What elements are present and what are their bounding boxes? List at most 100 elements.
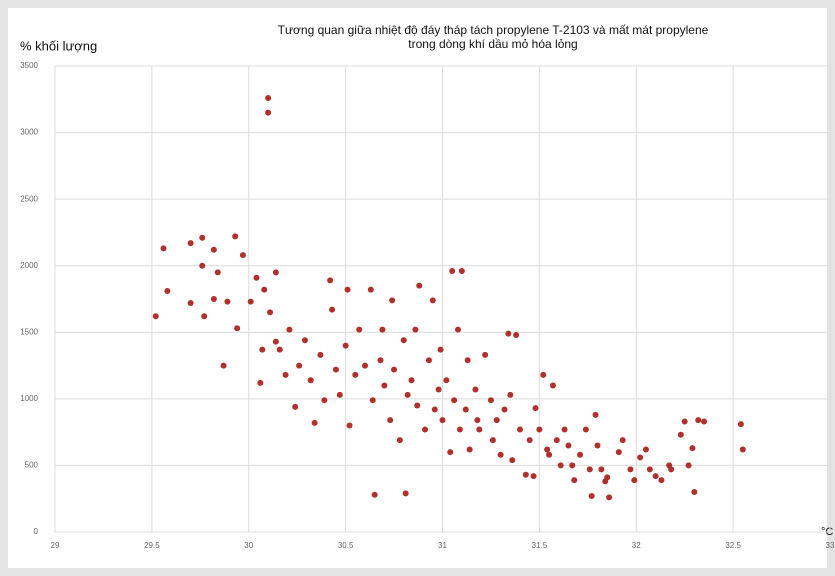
point [482, 351, 489, 358]
point [396, 437, 403, 444]
point [210, 246, 217, 253]
point [239, 252, 246, 259]
point [307, 377, 314, 384]
point [501, 406, 508, 413]
point [540, 371, 547, 378]
point [160, 245, 167, 252]
point [321, 397, 328, 404]
point [458, 268, 465, 275]
point [582, 426, 589, 433]
point [652, 473, 659, 480]
point [272, 338, 279, 345]
point [569, 462, 576, 469]
point [549, 382, 556, 389]
point [449, 268, 456, 275]
y-tick-label: 3500 [20, 61, 38, 70]
point [362, 362, 368, 369]
y-tick-label: 500 [25, 461, 39, 470]
point [571, 477, 578, 484]
point [247, 298, 254, 305]
point [425, 357, 432, 364]
point [389, 297, 396, 304]
point [408, 377, 415, 384]
point [311, 419, 318, 426]
point [681, 418, 688, 425]
point [429, 297, 436, 304]
point [435, 386, 442, 393]
point [232, 233, 239, 240]
point [272, 269, 279, 276]
point [530, 473, 537, 480]
x-tick-label: 29 [51, 541, 60, 550]
point [594, 442, 601, 449]
point [327, 277, 334, 284]
point [592, 411, 599, 418]
point [507, 391, 514, 398]
point [505, 330, 512, 337]
point [497, 451, 504, 458]
point [619, 437, 626, 444]
point [677, 431, 684, 438]
point [187, 240, 194, 247]
point [261, 286, 268, 293]
point [627, 466, 634, 473]
point [412, 326, 419, 333]
point [276, 346, 283, 353]
point [336, 391, 343, 398]
point [615, 449, 622, 456]
point [447, 449, 454, 456]
point [369, 397, 376, 404]
point [598, 466, 605, 473]
y-tick-label: 1500 [20, 327, 38, 336]
y-tick-label: 0 [34, 527, 39, 536]
point [431, 406, 438, 413]
point [691, 489, 698, 496]
x-tick-label: 31.5 [532, 541, 548, 550]
point [371, 491, 378, 498]
point [658, 477, 665, 484]
point [402, 490, 409, 497]
x-tick-label: 30.5 [338, 541, 354, 550]
point [265, 94, 272, 101]
point [187, 299, 194, 306]
point [536, 426, 543, 433]
point [317, 351, 324, 358]
point [210, 296, 217, 302]
x-tick-label: 33 [826, 541, 835, 550]
point [588, 493, 595, 500]
point [259, 346, 266, 353]
point [296, 362, 303, 369]
point [286, 326, 293, 333]
point [695, 417, 702, 424]
point [346, 422, 353, 429]
point [631, 477, 638, 484]
point [257, 379, 264, 386]
point [414, 402, 421, 409]
point [565, 442, 572, 449]
point [377, 357, 384, 364]
point [329, 306, 336, 313]
point [443, 377, 450, 384]
point [292, 403, 299, 410]
point [737, 421, 744, 428]
point [456, 426, 463, 433]
point [464, 357, 471, 364]
point [462, 406, 469, 413]
point [356, 326, 363, 333]
point [439, 417, 446, 424]
chart-title: Tương quan giữa nhiệt độ đáy tháp tách p… [278, 23, 709, 37]
point [387, 417, 394, 424]
point [544, 446, 551, 453]
point [526, 437, 533, 444]
point [577, 451, 584, 458]
point [646, 466, 653, 473]
x-tick-label: 32 [632, 541, 641, 550]
point [739, 446, 746, 453]
point [391, 366, 398, 373]
point [332, 366, 339, 373]
point [234, 325, 241, 332]
point [301, 337, 308, 344]
point [509, 457, 516, 464]
